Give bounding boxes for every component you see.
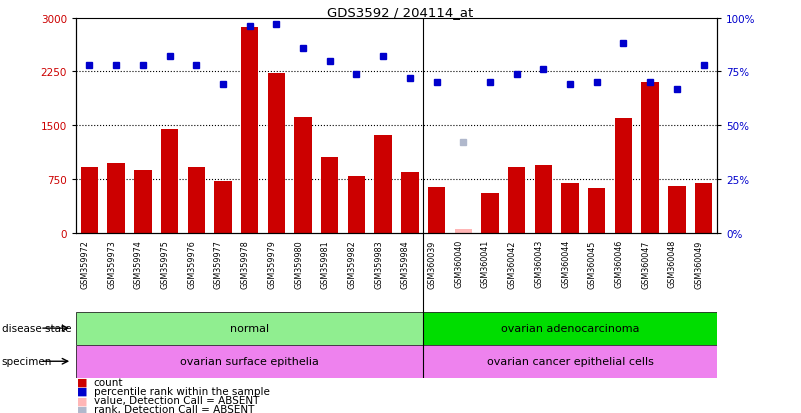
Text: ■: ■ bbox=[77, 377, 87, 387]
Text: GSM359979: GSM359979 bbox=[268, 240, 276, 288]
Text: GSM359983: GSM359983 bbox=[374, 240, 383, 288]
Text: ovarian adenocarcinoma: ovarian adenocarcinoma bbox=[501, 323, 639, 333]
Text: disease state: disease state bbox=[2, 323, 71, 333]
Bar bbox=[454, 229, 472, 233]
Bar bbox=[642, 83, 658, 233]
Text: GSM360041: GSM360041 bbox=[481, 240, 490, 288]
Text: GSM360039: GSM360039 bbox=[428, 240, 437, 288]
Text: GSM359973: GSM359973 bbox=[107, 240, 116, 288]
Text: ■: ■ bbox=[77, 386, 87, 396]
Bar bbox=[588, 188, 606, 233]
Text: GSM359975: GSM359975 bbox=[160, 240, 170, 288]
Bar bbox=[81, 168, 98, 233]
Text: ■: ■ bbox=[77, 404, 87, 413]
Bar bbox=[508, 168, 525, 233]
Bar bbox=[348, 176, 365, 233]
Text: GSM359984: GSM359984 bbox=[400, 240, 410, 288]
Text: ovarian surface epithelia: ovarian surface epithelia bbox=[180, 356, 319, 366]
Bar bbox=[294, 117, 312, 233]
Text: GSM359977: GSM359977 bbox=[214, 240, 223, 288]
Text: GSM360048: GSM360048 bbox=[668, 240, 677, 288]
Bar bbox=[76, 312, 423, 345]
Text: GSM360045: GSM360045 bbox=[588, 240, 597, 288]
Text: GSM359974: GSM359974 bbox=[134, 240, 143, 288]
Text: GSM360049: GSM360049 bbox=[694, 240, 703, 288]
Text: GSM359972: GSM359972 bbox=[80, 240, 90, 288]
Bar bbox=[321, 157, 339, 233]
Text: ovarian cancer epithelial cells: ovarian cancer epithelial cells bbox=[486, 356, 654, 366]
Text: ■: ■ bbox=[77, 395, 87, 405]
Text: GSM360044: GSM360044 bbox=[561, 240, 570, 288]
Text: GSM359976: GSM359976 bbox=[187, 240, 196, 288]
Bar bbox=[268, 74, 285, 233]
Bar bbox=[423, 345, 717, 378]
Bar bbox=[76, 345, 423, 378]
Text: GDS3592 / 204114_at: GDS3592 / 204114_at bbox=[328, 6, 473, 19]
Text: GSM360047: GSM360047 bbox=[641, 240, 650, 288]
Bar bbox=[562, 183, 578, 233]
Text: GSM359978: GSM359978 bbox=[240, 240, 250, 288]
Bar bbox=[161, 130, 178, 233]
Bar bbox=[423, 312, 717, 345]
Bar bbox=[615, 119, 632, 233]
Bar bbox=[401, 173, 418, 233]
Text: GSM360043: GSM360043 bbox=[534, 240, 543, 288]
Bar bbox=[187, 168, 205, 233]
Text: GSM360040: GSM360040 bbox=[454, 240, 463, 288]
Text: GSM360046: GSM360046 bbox=[614, 240, 623, 288]
Bar bbox=[107, 164, 125, 233]
Text: specimen: specimen bbox=[2, 356, 52, 366]
Bar bbox=[668, 186, 686, 233]
Text: GSM360042: GSM360042 bbox=[508, 240, 517, 288]
Bar bbox=[214, 181, 231, 233]
Text: normal: normal bbox=[230, 323, 269, 333]
Text: GSM359980: GSM359980 bbox=[294, 240, 303, 288]
Text: count: count bbox=[94, 377, 123, 387]
Bar bbox=[374, 135, 392, 233]
Text: percentile rank within the sample: percentile rank within the sample bbox=[94, 386, 270, 396]
Bar bbox=[535, 165, 552, 233]
Text: GSM359982: GSM359982 bbox=[348, 240, 356, 288]
Bar bbox=[241, 28, 258, 233]
Bar bbox=[481, 193, 498, 233]
Bar bbox=[694, 183, 712, 233]
Bar bbox=[134, 171, 151, 233]
Text: value, Detection Call = ABSENT: value, Detection Call = ABSENT bbox=[94, 395, 259, 405]
Text: GSM359981: GSM359981 bbox=[320, 240, 330, 288]
Bar bbox=[428, 188, 445, 233]
Text: rank, Detection Call = ABSENT: rank, Detection Call = ABSENT bbox=[94, 404, 254, 413]
